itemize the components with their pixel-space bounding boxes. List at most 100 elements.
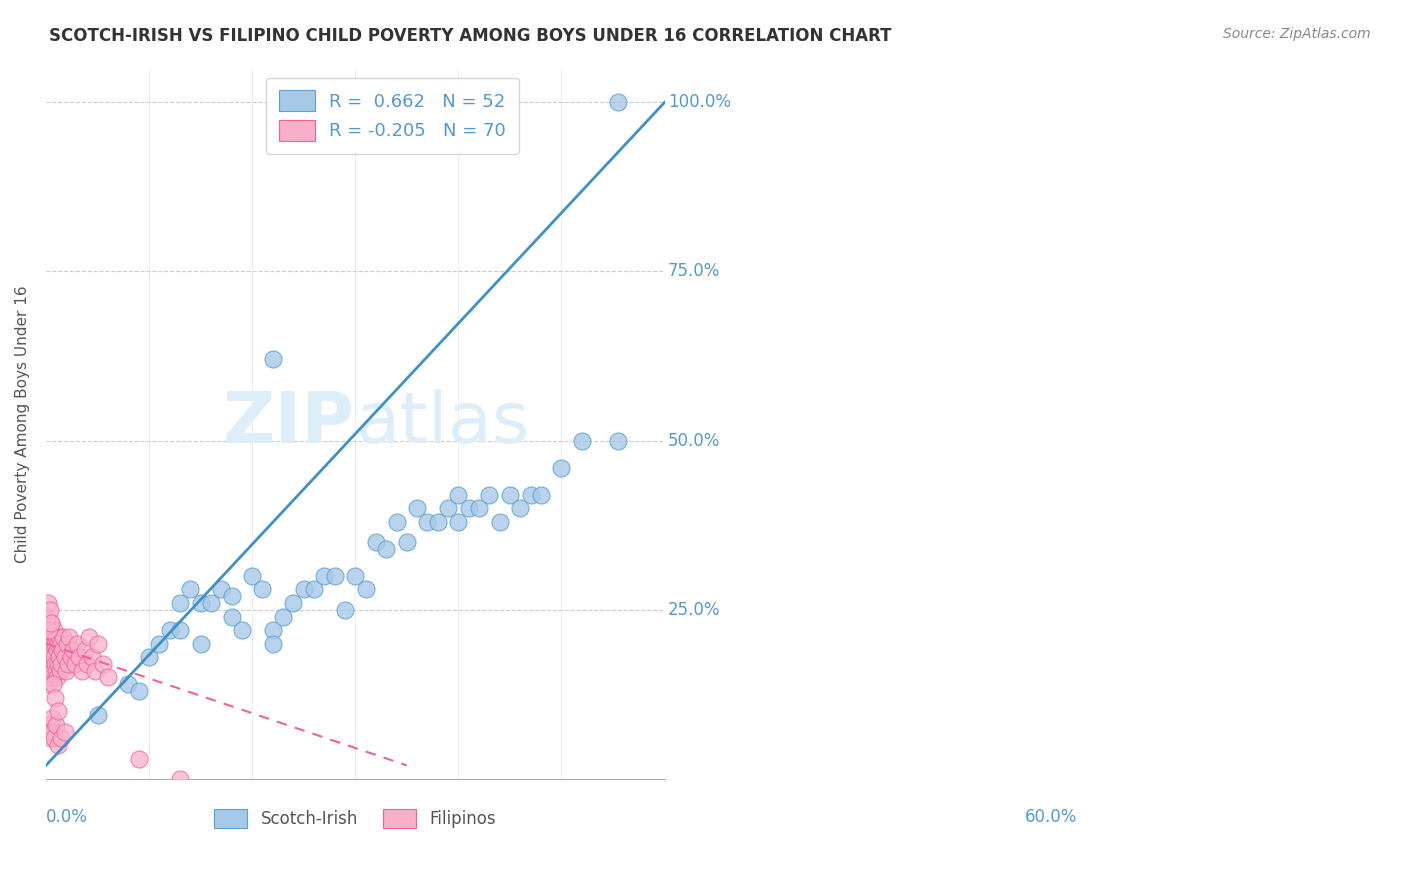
Point [82, 650, 104, 665]
Point [39, 616, 62, 631]
Point [364, 535, 387, 549]
Point [271, 609, 294, 624]
Text: atlas: atlas [356, 389, 530, 458]
Point [45, 630, 67, 644]
Point [44, 623, 66, 637]
Point [179, 582, 201, 597]
Point [148, 637, 170, 651]
Point [499, 488, 522, 502]
Point [46, 657, 69, 671]
Point [48, 630, 70, 644]
Point [58, 630, 80, 644]
Point [38, 650, 60, 665]
Point [209, 582, 232, 597]
Point [39, 670, 62, 684]
Point [37, 677, 59, 691]
Legend: Scotch-Irish, Filipinos: Scotch-Irish, Filipinos [208, 802, 503, 835]
Point [607, 95, 630, 110]
Point [571, 434, 593, 448]
Point [117, 677, 139, 691]
Point [46, 643, 69, 657]
Text: 75.0%: 75.0% [668, 262, 720, 280]
Point [86, 637, 108, 651]
Point [49, 664, 72, 678]
Text: 60.0%: 60.0% [1025, 807, 1077, 825]
Point [333, 603, 356, 617]
Point [52, 630, 75, 644]
Point [190, 637, 212, 651]
Point [51, 643, 73, 657]
Point [37, 637, 59, 651]
Point [66, 637, 89, 651]
Point [45, 718, 67, 732]
Point [39, 637, 62, 651]
Text: Source: ZipAtlas.com: Source: ZipAtlas.com [1223, 27, 1371, 41]
Point [42, 724, 65, 739]
Point [59, 650, 82, 665]
Point [76, 657, 98, 671]
Point [44, 657, 66, 671]
Point [37, 596, 59, 610]
Point [478, 488, 501, 502]
Point [200, 596, 222, 610]
Point [84, 664, 107, 678]
Point [91, 657, 114, 671]
Point [314, 569, 336, 583]
Text: 0.0%: 0.0% [46, 807, 87, 825]
Point [385, 515, 408, 529]
Point [38, 718, 60, 732]
Point [51, 657, 73, 671]
Point [44, 690, 66, 705]
Point [447, 515, 470, 529]
Point [159, 623, 181, 637]
Point [46, 670, 69, 684]
Point [128, 684, 150, 698]
Point [128, 751, 150, 765]
Text: SCOTCH-IRISH VS FILIPINO CHILD POVERTY AMONG BOYS UNDER 16 CORRELATION CHART: SCOTCH-IRISH VS FILIPINO CHILD POVERTY A… [49, 27, 891, 45]
Point [55, 664, 77, 678]
Point [488, 515, 510, 529]
Text: ZIP: ZIP [224, 389, 356, 458]
Point [46, 738, 69, 752]
Point [190, 596, 212, 610]
Point [406, 501, 429, 516]
Point [457, 501, 479, 516]
Point [39, 643, 62, 657]
Point [252, 582, 274, 597]
Point [77, 630, 100, 644]
Text: 100.0%: 100.0% [668, 94, 731, 112]
Point [607, 434, 630, 448]
Point [44, 637, 66, 651]
Point [41, 630, 63, 644]
Point [221, 589, 243, 603]
Point [75, 643, 97, 657]
Point [42, 637, 65, 651]
Point [42, 664, 65, 678]
Text: 25.0%: 25.0% [668, 601, 720, 619]
Point [550, 460, 572, 475]
Point [41, 657, 63, 671]
Point [240, 569, 263, 583]
Point [437, 501, 460, 516]
Point [447, 488, 470, 502]
Point [46, 637, 69, 651]
Text: 50.0%: 50.0% [668, 432, 720, 450]
Point [262, 637, 284, 651]
Point [45, 664, 67, 678]
Point [39, 724, 62, 739]
Point [231, 623, 253, 637]
Y-axis label: Child Poverty Among Boys Under 16: Child Poverty Among Boys Under 16 [15, 285, 30, 563]
Point [41, 711, 63, 725]
Point [97, 670, 120, 684]
Point [323, 569, 346, 583]
Point [53, 650, 76, 665]
Point [302, 582, 325, 597]
Point [55, 637, 77, 651]
Point [46, 704, 69, 718]
Point [38, 623, 60, 637]
Point [375, 541, 398, 556]
Point [39, 664, 62, 678]
Point [86, 707, 108, 722]
Point [38, 623, 60, 637]
Point [519, 488, 541, 502]
